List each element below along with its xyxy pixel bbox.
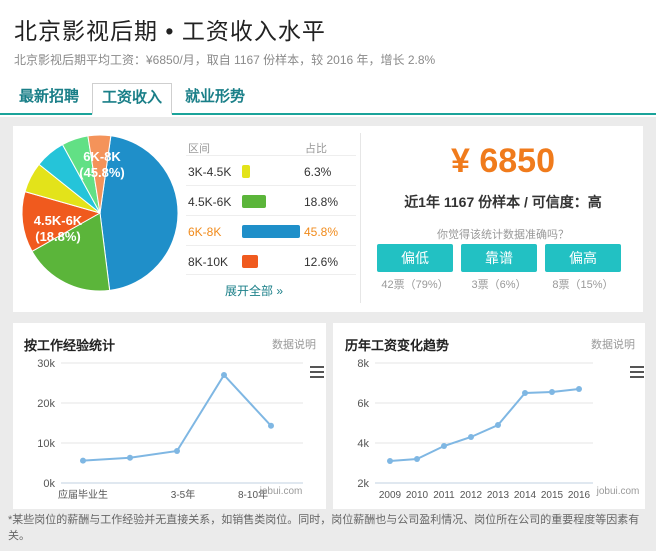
watermark: jobui.com	[596, 486, 640, 497]
y-tick-label: 10k	[37, 438, 55, 450]
x-tick-label: 2016	[568, 490, 591, 501]
expand-all-link[interactable]: 展开全部 »	[225, 284, 284, 298]
trend-line-chart: 2k 4k 6k 8k 2009 2010 2011 2012 2013 2014 2015 2016…	[357, 358, 640, 501]
data-point	[522, 390, 528, 396]
range-bar	[242, 255, 258, 268]
range-percent: 45.8%	[304, 225, 339, 239]
page-title: 北京影视后期 • 工资收入水平	[14, 18, 326, 44]
data-point	[80, 457, 86, 464]
distribution-row: 8K-10K 12.6%	[186, 245, 356, 275]
range-label: 3K-4.5K	[188, 165, 232, 179]
range-column-header: 区间	[188, 143, 210, 155]
x-tick-label: 2010	[406, 490, 429, 501]
range-percent: 18.8%	[304, 195, 339, 209]
data-point	[468, 434, 474, 440]
range-label: 8K-10K	[188, 255, 229, 269]
pie-slice	[87, 134, 112, 214]
y-tick-label: 30k	[37, 358, 55, 370]
x-tick-label: 2015	[541, 490, 564, 501]
data-point	[221, 372, 227, 378]
trend-data-explain-link[interactable]: 数据说明	[591, 339, 635, 351]
range-bar	[242, 195, 266, 208]
range-percent: 6.3%	[304, 165, 332, 179]
page-subtitle: 北京影视后期平均工资：¥6850/月，取自 1167 份样本，较 2016 年，…	[14, 53, 436, 67]
vote-low-button[interactable]: 偏低	[377, 244, 453, 272]
range-label: 6K-8K	[188, 225, 222, 239]
data-point	[441, 443, 447, 449]
pie-label-second-pct: (18.8%)	[35, 229, 81, 244]
tab-bar: 最新招聘 工资收入 就业形势	[0, 83, 656, 115]
series-line	[82, 373, 272, 462]
data-point	[387, 458, 393, 464]
range-bar	[242, 165, 250, 178]
range-bar	[242, 225, 300, 238]
y-tick-label: 2k	[357, 478, 369, 490]
range-percent: 12.6%	[304, 255, 339, 269]
trend-chart-title: 历年工资变化趋势	[345, 338, 450, 353]
tab-employment[interactable]: 就业形势	[184, 88, 245, 105]
y-tick-label: 6k	[357, 398, 369, 410]
experience-chart-menu-icon[interactable]	[310, 366, 324, 378]
vote-low-count: 42票（79%）	[381, 279, 449, 291]
average-salary: ¥ 6850	[451, 142, 555, 180]
footnote: *某些岗位的薪酬与工作经验并无直接关系，如销售类岗位。同时，岗位薪酬也与公司盈利…	[8, 514, 640, 542]
experience-chart-title: 按工作经验统计	[24, 338, 116, 353]
x-tick-label: 2014	[514, 490, 537, 501]
data-point	[549, 389, 555, 395]
y-tick-label: 0k	[43, 478, 55, 490]
trend-chart-panel	[333, 323, 645, 509]
x-tick-label: 2012	[460, 490, 483, 501]
salary-pie-chart: 6K-8K(45.8%) 4.5K-6K(18.8%)	[21, 134, 179, 292]
data-point	[174, 448, 180, 454]
ratio-column-header: 占比	[305, 143, 327, 155]
series-line	[389, 388, 580, 462]
x-tick-label: 3-5年	[171, 488, 195, 501]
x-tick-label: 2011	[433, 490, 455, 501]
experience-data-explain-link[interactable]: 数据说明	[272, 339, 316, 351]
range-label: 4.5K-6K	[188, 195, 232, 209]
x-tick-label: 2009	[379, 490, 402, 501]
sample-meta: 近1年 1167 份样本 / 可信度：高	[404, 194, 602, 210]
data-point	[576, 386, 582, 392]
x-tick-label: 应届毕业生	[58, 488, 108, 501]
y-tick-label: 20k	[37, 398, 55, 410]
vote-accurate-button[interactable]: 靠谱	[461, 244, 537, 272]
data-point	[127, 454, 133, 461]
pie-slice	[21, 190, 102, 253]
pie-slice	[31, 212, 111, 292]
trend-chart-menu-icon[interactable]	[630, 366, 644, 378]
pie-label-second: 4.5K-6K	[34, 213, 83, 228]
pie-label-main: 6K-8K	[83, 149, 121, 164]
panel-divider	[360, 133, 361, 303]
x-tick-label: 8-10年	[238, 488, 268, 501]
watermark: jobui.com	[259, 486, 303, 497]
pie-label-main-pct: (45.8%)	[79, 165, 125, 180]
y-tick-label: 4k	[357, 438, 369, 450]
tab-latest-jobs[interactable]: 最新招聘	[18, 88, 79, 105]
tab-salary[interactable]: 工资收入	[92, 83, 172, 115]
data-point	[268, 422, 274, 429]
x-tick-label: 2013	[487, 490, 510, 501]
vote-high-count: 8票（15%）	[552, 279, 614, 291]
distribution-row: 4.5K-6K 18.8%	[186, 185, 356, 215]
accuracy-question: 你觉得该统计数据准确吗？	[437, 229, 569, 241]
distribution-row: 6K-8K 45.8%	[186, 215, 356, 245]
data-point	[495, 422, 501, 428]
y-tick-label: 8k	[357, 358, 369, 370]
vote-high-button[interactable]: 偏高	[545, 244, 621, 272]
data-point	[414, 456, 420, 462]
vote-accurate-count: 3票（6%）	[471, 279, 527, 291]
distribution-row: 3K-4.5K 6.3%	[186, 155, 356, 185]
pie-slice	[99, 135, 179, 291]
experience-chart-panel	[13, 323, 326, 509]
